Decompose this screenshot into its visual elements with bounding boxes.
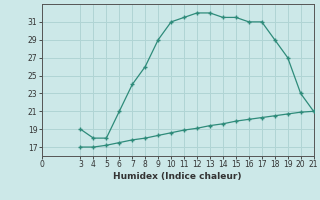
X-axis label: Humidex (Indice chaleur): Humidex (Indice chaleur) xyxy=(113,172,242,181)
